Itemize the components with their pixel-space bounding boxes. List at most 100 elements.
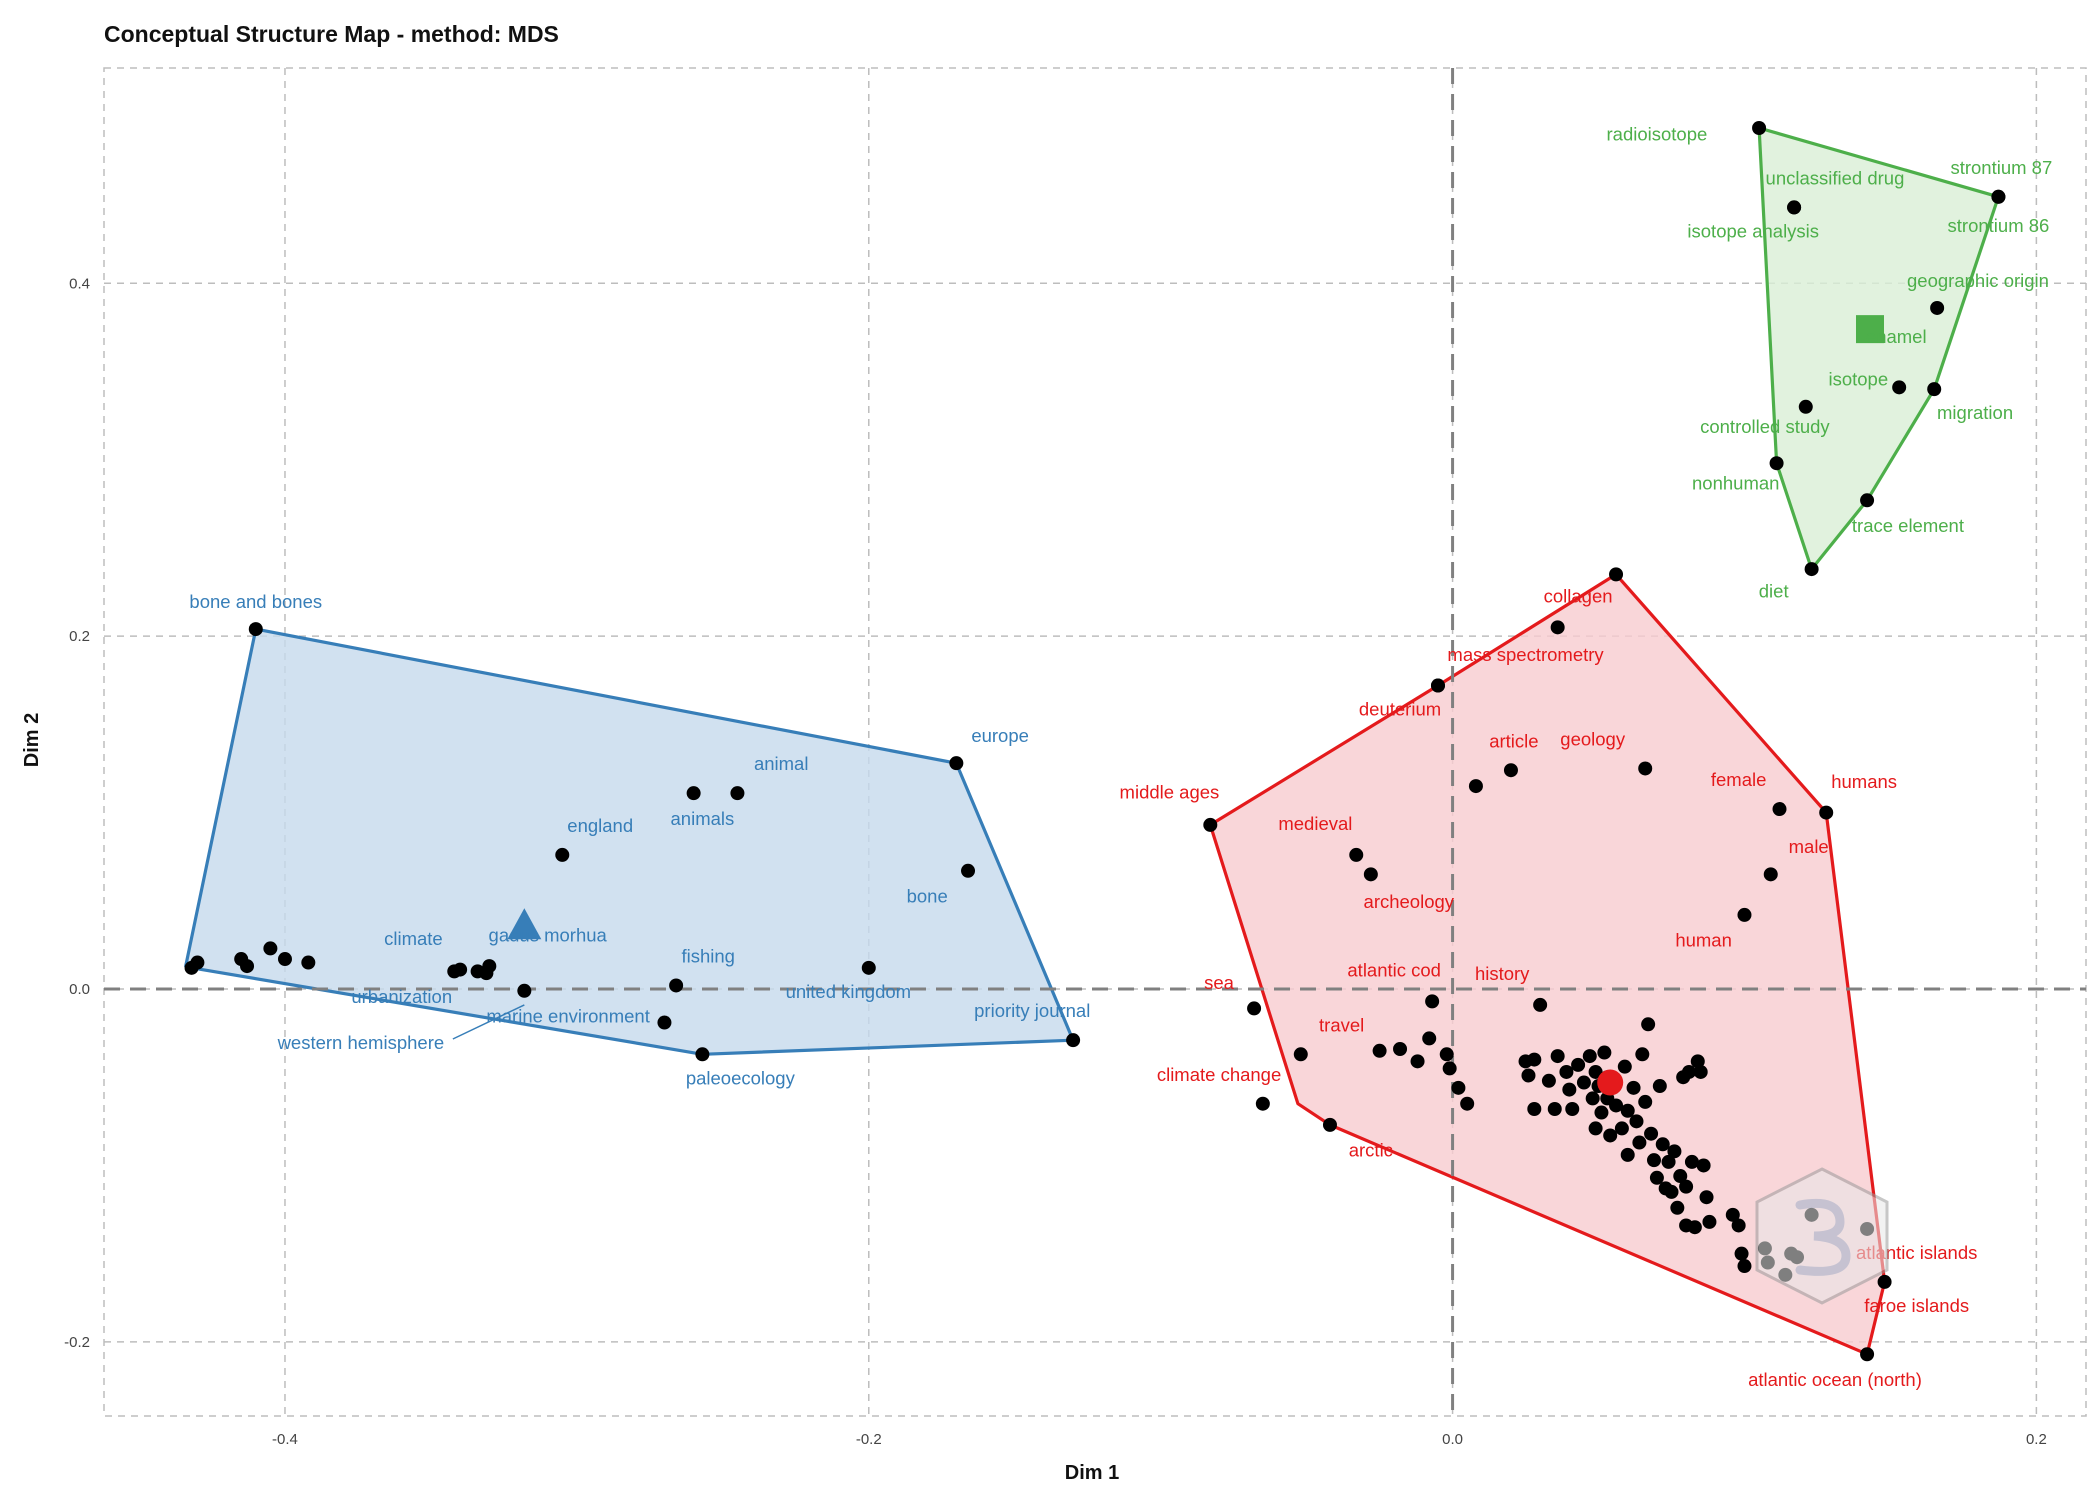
data-point bbox=[1682, 1064, 1697, 1079]
data-point bbox=[1772, 802, 1787, 817]
point-label: england bbox=[567, 815, 633, 836]
data-point bbox=[961, 863, 976, 878]
data-point bbox=[1588, 1064, 1603, 1079]
data-point bbox=[555, 847, 570, 862]
data-point bbox=[695, 1047, 710, 1062]
point-label: animal bbox=[754, 753, 809, 774]
data-point bbox=[1468, 779, 1483, 794]
data-point bbox=[1655, 1137, 1670, 1152]
point-label: trace element bbox=[1852, 515, 1964, 536]
data-point bbox=[669, 978, 684, 993]
point-label: mass spectrometry bbox=[1447, 644, 1604, 665]
data-point bbox=[1410, 1054, 1425, 1069]
data-point bbox=[1731, 1218, 1746, 1233]
point-label: atlantic ocean (north) bbox=[1748, 1369, 1922, 1390]
data-point bbox=[1673, 1169, 1688, 1184]
data-point bbox=[1632, 1135, 1647, 1150]
data-point bbox=[1638, 1094, 1653, 1109]
data-point bbox=[1521, 1068, 1536, 1083]
data-point bbox=[1679, 1179, 1694, 1194]
data-point bbox=[1203, 817, 1218, 832]
data-point bbox=[1430, 678, 1445, 693]
zero-lines bbox=[104, 68, 2086, 1416]
point-label: radioisotope bbox=[1607, 123, 1708, 144]
point-label: geographic origin bbox=[1907, 270, 2049, 291]
point-label: travel bbox=[1319, 1014, 1364, 1035]
data-point bbox=[1322, 1117, 1337, 1132]
y-tick-label: 0.4 bbox=[69, 275, 90, 292]
data-point bbox=[1860, 493, 1875, 508]
x-tick-label: -0.2 bbox=[856, 1431, 882, 1448]
point-label: gadus morhua bbox=[489, 924, 608, 945]
data-point bbox=[1293, 1047, 1308, 1062]
point-label: priority journal bbox=[974, 1000, 1090, 1021]
data-point bbox=[1425, 994, 1440, 1009]
data-point bbox=[1576, 1075, 1591, 1090]
data-point bbox=[1372, 1043, 1387, 1058]
data-point bbox=[1626, 1080, 1641, 1095]
point-label: isotope analysis bbox=[1687, 220, 1819, 241]
data-point bbox=[1597, 1045, 1612, 1060]
data-point bbox=[1571, 1057, 1586, 1072]
data-point bbox=[1641, 1017, 1656, 1032]
data-point bbox=[190, 955, 205, 970]
data-point bbox=[1460, 1096, 1475, 1111]
data-point bbox=[1702, 1214, 1717, 1229]
data-point bbox=[1451, 1080, 1466, 1095]
point-label: geology bbox=[1560, 729, 1626, 750]
panel-border bbox=[103, 67, 2087, 1417]
tick-labels: -0.4 -0.2 0.0 0.2 -0.2 0.0 0.2 0.4 bbox=[64, 275, 2047, 1448]
data-point bbox=[1588, 1121, 1603, 1136]
data-point bbox=[1614, 1121, 1629, 1136]
data-point bbox=[470, 964, 485, 979]
data-point bbox=[1533, 997, 1548, 1012]
data-point bbox=[1620, 1147, 1635, 1162]
data-point bbox=[1787, 200, 1802, 215]
data-point bbox=[1609, 1098, 1624, 1113]
data-point bbox=[1930, 300, 1945, 315]
cluster-hulls bbox=[184, 126, 2001, 1356]
data-point bbox=[1652, 1079, 1667, 1094]
data-point bbox=[1684, 1154, 1699, 1169]
data-point bbox=[1690, 1054, 1705, 1069]
point-label: article bbox=[1489, 730, 1538, 751]
point-label: controlled study bbox=[1700, 416, 1830, 437]
cluster-hull-3 bbox=[1757, 126, 2001, 571]
point-label: strontium 86 bbox=[1948, 215, 2050, 236]
data-point bbox=[1439, 1047, 1454, 1062]
data-point bbox=[1550, 1049, 1565, 1064]
data-point bbox=[1693, 1064, 1708, 1079]
data-points bbox=[184, 120, 2006, 1362]
y-tick-label: 0.2 bbox=[69, 628, 90, 645]
data-point bbox=[1609, 567, 1624, 582]
data-point bbox=[1646, 1153, 1661, 1168]
point-label: animals bbox=[671, 808, 735, 829]
data-point bbox=[1769, 456, 1784, 471]
point-label: urbanization bbox=[351, 986, 452, 1007]
y-tick-label: 0.0 bbox=[69, 981, 90, 998]
point-label: western hemisphere bbox=[277, 1032, 445, 1053]
data-point bbox=[1804, 562, 1819, 577]
point-label: middle ages bbox=[1120, 781, 1220, 802]
data-point bbox=[1585, 1091, 1600, 1106]
point-label: bone bbox=[907, 886, 948, 907]
data-point bbox=[1547, 1101, 1562, 1116]
data-point bbox=[949, 756, 964, 771]
data-point bbox=[248, 622, 263, 637]
data-point bbox=[1644, 1126, 1659, 1141]
data-point bbox=[447, 964, 462, 979]
point-label: humans bbox=[1831, 771, 1897, 792]
data-point bbox=[1877, 1274, 1892, 1289]
data-point bbox=[1442, 1061, 1457, 1076]
data-point bbox=[1559, 1064, 1574, 1079]
data-point bbox=[1734, 1246, 1749, 1261]
point-label: bone and bones bbox=[189, 591, 322, 612]
data-point bbox=[1550, 620, 1565, 635]
point-label: isotope bbox=[1828, 369, 1888, 390]
point-label: unclassified drug bbox=[1766, 167, 1905, 188]
data-point bbox=[1670, 1200, 1685, 1215]
data-point bbox=[1798, 399, 1813, 414]
point-label: nonhuman bbox=[1692, 473, 1779, 494]
cluster-centroids bbox=[507, 315, 1884, 1096]
